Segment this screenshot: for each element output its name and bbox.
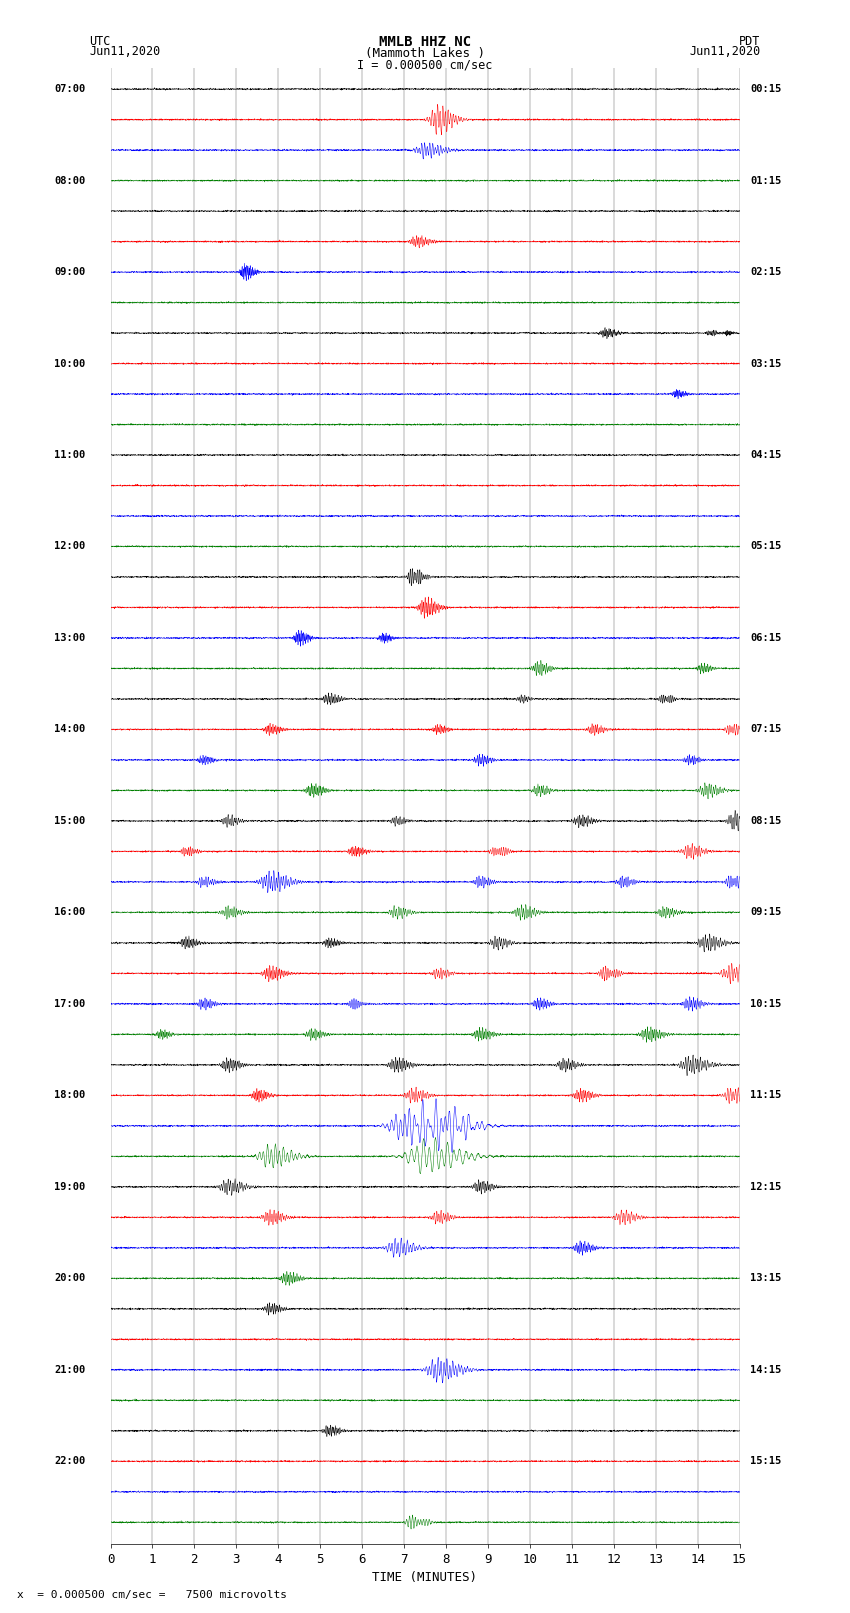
Text: 05:15: 05:15 — [750, 542, 781, 552]
Text: PDT: PDT — [740, 35, 761, 48]
X-axis label: TIME (MINUTES): TIME (MINUTES) — [372, 1571, 478, 1584]
Text: x  = 0.000500 cm/sec =   7500 microvolts: x = 0.000500 cm/sec = 7500 microvolts — [17, 1590, 287, 1600]
Text: 16:00: 16:00 — [54, 908, 85, 918]
Text: 08:15: 08:15 — [750, 816, 781, 826]
Text: 15:15: 15:15 — [750, 1457, 781, 1466]
Text: 11:00: 11:00 — [54, 450, 85, 460]
Text: I = 0.000500 cm/sec: I = 0.000500 cm/sec — [357, 58, 493, 71]
Text: 18:00: 18:00 — [54, 1090, 85, 1100]
Text: 04:15: 04:15 — [750, 450, 781, 460]
Text: Jun11,2020: Jun11,2020 — [689, 45, 761, 58]
Text: 12:00: 12:00 — [54, 542, 85, 552]
Text: 19:00: 19:00 — [54, 1182, 85, 1192]
Text: 10:15: 10:15 — [750, 998, 781, 1008]
Text: 20:00: 20:00 — [54, 1273, 85, 1284]
Text: 09:00: 09:00 — [54, 268, 85, 277]
Text: 09:15: 09:15 — [750, 908, 781, 918]
Text: 10:00: 10:00 — [54, 358, 85, 368]
Text: 14:15: 14:15 — [750, 1365, 781, 1374]
Text: 07:15: 07:15 — [750, 724, 781, 734]
Text: 21:00: 21:00 — [54, 1365, 85, 1374]
Text: 13:15: 13:15 — [750, 1273, 781, 1284]
Text: 15:00: 15:00 — [54, 816, 85, 826]
Text: 11:15: 11:15 — [750, 1090, 781, 1100]
Text: 03:15: 03:15 — [750, 358, 781, 368]
Text: 07:00: 07:00 — [54, 84, 85, 94]
Text: 13:00: 13:00 — [54, 632, 85, 644]
Text: 02:15: 02:15 — [750, 268, 781, 277]
Text: (Mammoth Lakes ): (Mammoth Lakes ) — [365, 47, 485, 60]
Text: UTC: UTC — [89, 35, 110, 48]
Text: 00:15: 00:15 — [750, 84, 781, 94]
Text: Jun11,2020: Jun11,2020 — [89, 45, 161, 58]
Text: 17:00: 17:00 — [54, 998, 85, 1008]
Text: 14:00: 14:00 — [54, 724, 85, 734]
Text: 08:00: 08:00 — [54, 176, 85, 185]
Text: MMLB HHZ NC: MMLB HHZ NC — [379, 35, 471, 50]
Text: 06:15: 06:15 — [750, 632, 781, 644]
Text: 12:15: 12:15 — [750, 1182, 781, 1192]
Text: 22:00: 22:00 — [54, 1457, 85, 1466]
Text: 01:15: 01:15 — [750, 176, 781, 185]
